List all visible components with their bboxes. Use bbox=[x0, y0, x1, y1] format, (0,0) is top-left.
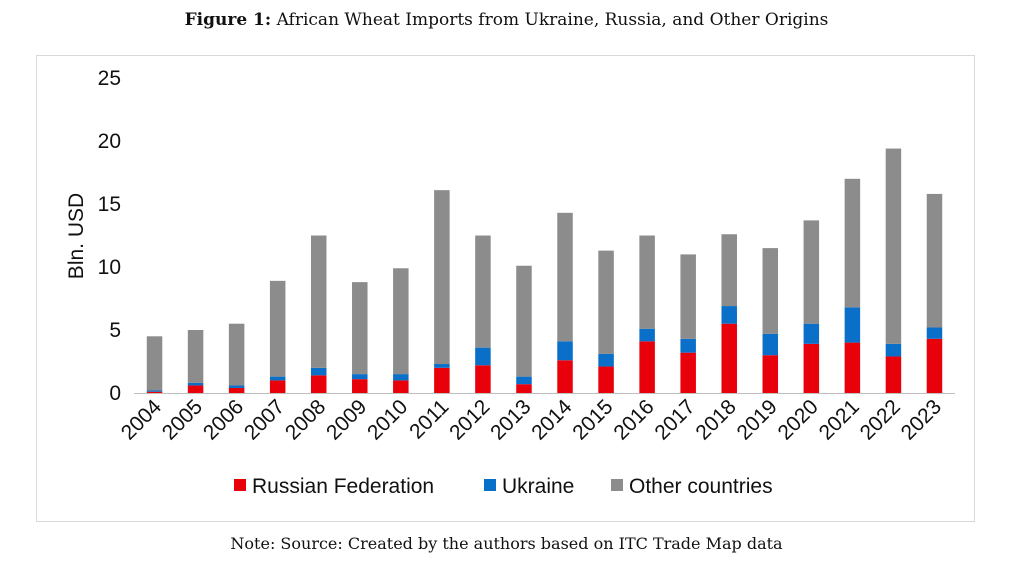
y-tick-label: 25 bbox=[98, 67, 121, 90]
y-tick-label: 10 bbox=[98, 256, 121, 279]
bar-ukraine-2009 bbox=[352, 374, 368, 380]
source-note: Note: Source: Created by the authors bas… bbox=[230, 534, 783, 553]
bar-russia-2004 bbox=[146, 391, 163, 393]
bar-other-2015 bbox=[598, 250, 614, 354]
bar-ukraine-2021 bbox=[844, 307, 861, 343]
bar-russia-2010 bbox=[393, 380, 409, 393]
y-tick-label: 20 bbox=[98, 130, 121, 153]
x-tick-label: 2013 bbox=[486, 395, 535, 444]
bar-other-2009 bbox=[352, 282, 368, 375]
x-tick-label: 2022 bbox=[856, 395, 905, 444]
y-tick-label: 5 bbox=[109, 319, 121, 342]
x-tick-label: 2009 bbox=[322, 395, 371, 444]
x-tick-label: 2010 bbox=[363, 395, 412, 444]
bar-other-2021 bbox=[844, 178, 861, 308]
x-tick-label: 2019 bbox=[733, 395, 782, 444]
x-tick-label: 2020 bbox=[774, 395, 823, 444]
bar-other-2023 bbox=[926, 193, 943, 328]
x-tick-label: 2007 bbox=[240, 395, 289, 444]
bar-ukraine-2012 bbox=[475, 347, 491, 366]
bar-ukraine-2020 bbox=[803, 323, 820, 344]
bar-ukraine-2014 bbox=[557, 341, 573, 361]
legend-label-other: Other countries bbox=[629, 475, 773, 498]
x-tick-label: 2008 bbox=[281, 395, 330, 444]
bar-russia-2007 bbox=[269, 380, 286, 393]
y-tick-label: 0 bbox=[109, 382, 121, 405]
bar-ukraine-2019 bbox=[762, 333, 779, 356]
bar-russia-2008 bbox=[310, 375, 327, 393]
legend-label-ukraine: Ukraine bbox=[502, 475, 574, 498]
bar-other-2018 bbox=[721, 234, 737, 307]
x-tick-label: 2006 bbox=[199, 395, 248, 444]
bar-other-2022 bbox=[885, 148, 902, 344]
bar-russia-2005 bbox=[187, 385, 204, 393]
bar-ukraine-2005 bbox=[187, 382, 204, 386]
y-tick-label: 15 bbox=[98, 193, 121, 216]
bar-other-2005 bbox=[187, 330, 204, 383]
bar-other-2004 bbox=[146, 336, 163, 391]
bar-other-2014 bbox=[557, 212, 573, 342]
x-tick-label: 2018 bbox=[691, 395, 740, 444]
bar-ukraine-2018 bbox=[721, 306, 737, 324]
bar-other-2017 bbox=[680, 254, 696, 339]
bar-ukraine-2023 bbox=[926, 327, 943, 339]
bar-russia-2018 bbox=[721, 323, 737, 393]
bar-russia-2019 bbox=[762, 355, 779, 393]
bar-russia-2009 bbox=[352, 379, 368, 393]
x-tick-label: 2023 bbox=[897, 395, 946, 444]
figure-label: Figure 1: bbox=[184, 10, 272, 30]
x-tick-label: 2014 bbox=[527, 395, 577, 445]
y-axis-label: Bln. USD bbox=[65, 193, 88, 279]
bar-russia-2021 bbox=[844, 342, 861, 393]
bar-ukraine-2011 bbox=[434, 364, 450, 368]
bar-russia-2011 bbox=[434, 367, 450, 393]
bar-russia-2006 bbox=[228, 387, 245, 393]
bar-ukraine-2022 bbox=[885, 343, 902, 357]
bar-russia-2014 bbox=[557, 360, 573, 393]
x-tick-label: 2017 bbox=[650, 395, 699, 444]
bar-russia-2020 bbox=[803, 343, 820, 393]
figure-title: African Wheat Imports from Ukraine, Russ… bbox=[276, 10, 829, 30]
bar-other-2010 bbox=[393, 268, 409, 375]
bar-other-2007 bbox=[269, 280, 286, 377]
x-tick-label: 2016 bbox=[609, 395, 658, 444]
bar-ukraine-2007 bbox=[269, 376, 286, 381]
bar-other-2013 bbox=[516, 265, 532, 377]
x-tick-label: 2005 bbox=[158, 395, 207, 444]
bar-russia-2012 bbox=[475, 365, 491, 393]
bar-other-2008 bbox=[310, 235, 327, 368]
x-tick-label: 2011 bbox=[405, 395, 453, 443]
bar-ukraine-2008 bbox=[310, 367, 327, 376]
bar-ukraine-2013 bbox=[516, 376, 532, 385]
bar-russia-2017 bbox=[680, 352, 696, 393]
bar-other-2006 bbox=[228, 323, 245, 386]
legend-swatch-russia bbox=[234, 479, 246, 491]
bar-russia-2023 bbox=[926, 338, 943, 393]
bar-russia-2015 bbox=[598, 366, 614, 393]
bar-ukraine-2015 bbox=[598, 353, 614, 367]
bar-ukraine-2006 bbox=[228, 385, 245, 388]
bar-other-2016 bbox=[639, 235, 655, 329]
figure-caption: Figure 1: African Wheat Imports from Ukr… bbox=[0, 10, 1013, 30]
bar-other-2012 bbox=[475, 235, 491, 348]
bar-russia-2016 bbox=[639, 341, 655, 393]
x-tick-label: 2012 bbox=[445, 395, 494, 444]
x-tick-label: 2021 bbox=[815, 395, 864, 444]
x-tick-label: 2004 bbox=[117, 395, 167, 445]
legend-swatch-other bbox=[611, 479, 623, 491]
bar-other-2020 bbox=[803, 220, 820, 324]
legend-label-russia: Russian Federation bbox=[252, 475, 434, 498]
bar-russia-2022 bbox=[885, 356, 902, 393]
bar-ukraine-2016 bbox=[639, 328, 655, 342]
bar-ukraine-2004 bbox=[146, 390, 163, 392]
bar-other-2011 bbox=[434, 190, 450, 365]
legend-swatch-ukraine bbox=[484, 479, 496, 491]
chart-frame: 0 5 10 15 20 25 Bln. USD 2004 2005 2006 2007 2008 20… bbox=[36, 55, 975, 522]
x-tick-label: 2015 bbox=[568, 395, 617, 444]
bar-ukraine-2017 bbox=[680, 338, 696, 353]
bar-other-2019 bbox=[762, 248, 779, 334]
bar-russia-2013 bbox=[516, 384, 532, 393]
bar-ukraine-2010 bbox=[393, 374, 409, 381]
